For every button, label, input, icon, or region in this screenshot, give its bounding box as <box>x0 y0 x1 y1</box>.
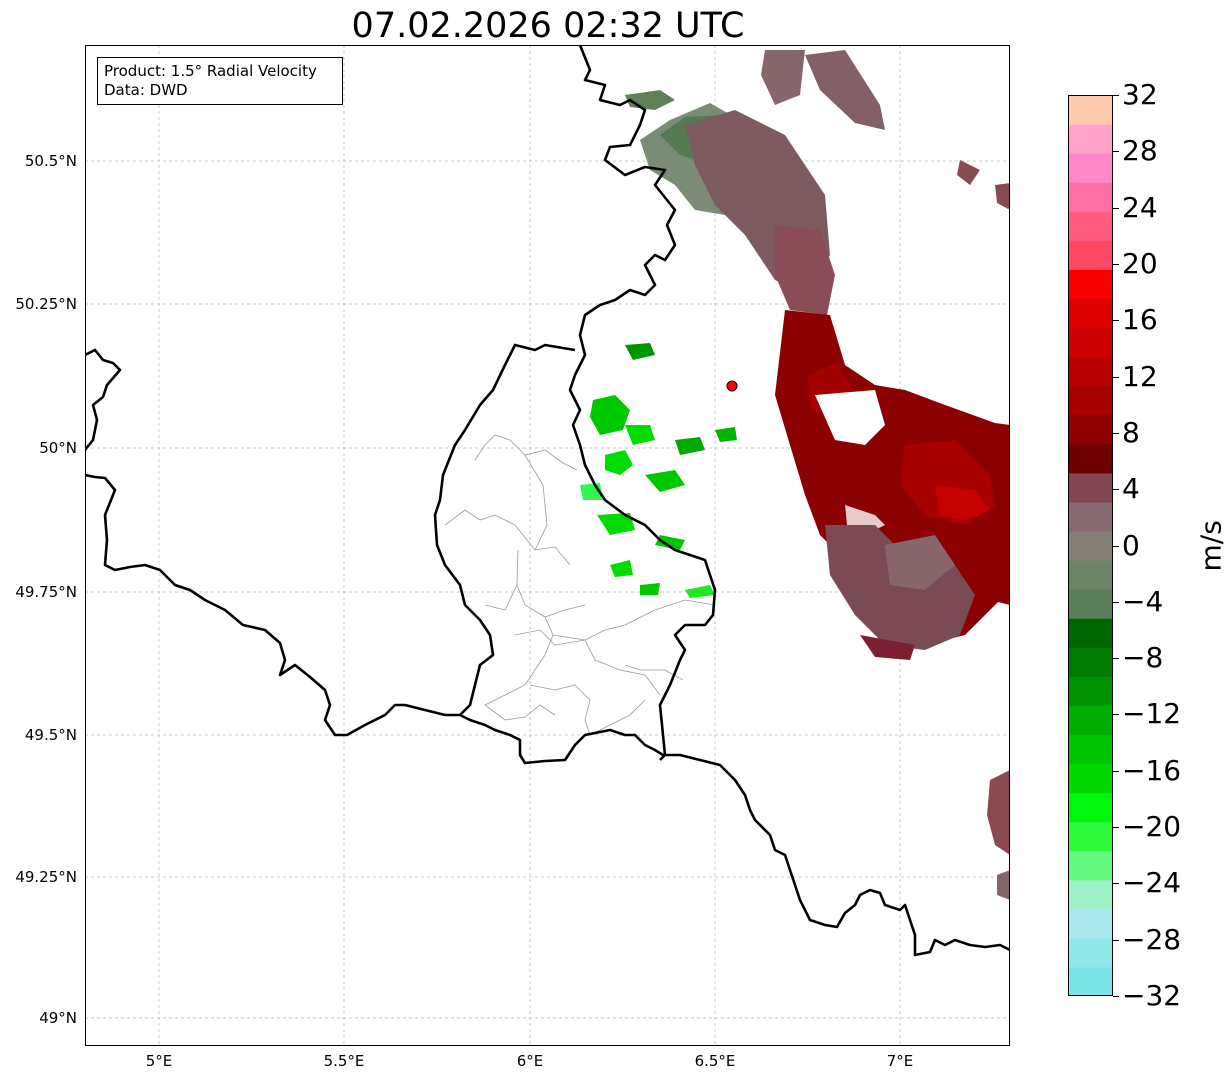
lat-tick-label: 49.75°N <box>15 583 77 601</box>
colorbar-band <box>1068 269 1113 300</box>
colorbar-tick-mark <box>1113 658 1119 660</box>
colorbar-tick-mark <box>1113 95 1119 96</box>
lat-tick-label: 49.5°N <box>24 726 77 744</box>
colorbar-band <box>1068 182 1113 212</box>
colorbar-band <box>1068 908 1113 939</box>
colorbar-band <box>1068 763 1113 794</box>
lon-tick-label: 6°E <box>516 1052 544 1070</box>
radar-echoes-southeast <box>987 770 1010 900</box>
lon-tick-label: 5°E <box>145 1052 173 1070</box>
colorbar-tick-mark <box>1113 939 1119 941</box>
colorbar-band <box>1068 298 1113 329</box>
colorbar-tick-mark <box>1113 376 1119 378</box>
data-source-label: Data: DWD <box>104 81 188 99</box>
colorbar-tick-mark <box>1113 151 1119 153</box>
colorbar-tick-mark <box>1113 996 1119 997</box>
colorbar-tick-label: −8 <box>1122 641 1164 675</box>
region-boundaries <box>444 434 716 736</box>
lon-tick-label: 7°E <box>886 1052 914 1070</box>
radar-site-marker <box>726 380 738 392</box>
colorbar-tick-label: −16 <box>1122 753 1182 787</box>
colorbar-tick-label: −20 <box>1122 810 1182 844</box>
colorbar-band <box>1068 647 1113 677</box>
colorbar-tick-label: −28 <box>1122 922 1182 956</box>
colorbar-tick-mark <box>1113 432 1119 434</box>
colorbar-band <box>1068 676 1113 706</box>
colorbar-tick-mark <box>1113 320 1119 322</box>
colorbar-band <box>1068 560 1113 590</box>
colorbar-tick-mark <box>1113 263 1119 265</box>
colorbar-band <box>1068 95 1113 125</box>
colorbar-tick-label: 28 <box>1122 134 1158 168</box>
colorbar-tick-label: 20 <box>1122 246 1158 280</box>
colorbar-band <box>1068 850 1113 881</box>
colorbar-tick-mark <box>1113 489 1119 491</box>
colorbar-band <box>1068 153 1113 183</box>
lat-tick-label: 50.25°N <box>15 295 77 313</box>
colorbar-tick-label: −24 <box>1122 866 1182 900</box>
colorbar-tick-mark <box>1113 545 1119 547</box>
colorbar-tick-label: 24 <box>1122 190 1158 224</box>
radar-echoes-east <box>775 310 1010 660</box>
colorbar-band <box>1068 240 1113 270</box>
colorbar-tick-label: 16 <box>1122 303 1158 337</box>
colorbar-band <box>1068 937 1113 968</box>
colorbar-band <box>1068 589 1113 619</box>
colorbar-tick-label: 12 <box>1122 359 1158 393</box>
colorbar-tick-label: −12 <box>1122 697 1182 731</box>
colorbar-band <box>1068 879 1113 910</box>
lat-tick-label: 49°N <box>39 1009 77 1027</box>
colorbar-unit: m/s <box>1194 520 1225 572</box>
gridlines <box>85 45 1010 1046</box>
velocity-colorbar <box>1068 95 1113 996</box>
colorbar-tick-mark <box>1113 827 1119 829</box>
colorbar-band <box>1068 472 1113 503</box>
colorbar-tick-mark <box>1113 207 1119 209</box>
colorbar-band <box>1068 734 1113 765</box>
colorbar-band <box>1068 327 1113 358</box>
colorbar-tick-mark <box>1113 770 1119 772</box>
radar-map <box>85 45 1010 1046</box>
colorbar-band <box>1068 618 1113 648</box>
map-title: 07.02.2026 02:32 UTC <box>351 6 745 46</box>
colorbar-band <box>1068 966 1113 996</box>
colorbar-band <box>1068 211 1113 241</box>
colorbar-band <box>1068 385 1113 416</box>
colorbar-tick-label: 4 <box>1122 472 1140 506</box>
lon-tick-label: 6.5°E <box>694 1052 736 1070</box>
colorbar-tick-mark <box>1113 601 1119 603</box>
colorbar-band <box>1068 821 1113 852</box>
product-label: Product: 1.5° Radial Velocity <box>104 62 317 80</box>
colorbar-tick-label: −4 <box>1122 584 1164 618</box>
colorbar-band <box>1068 414 1113 445</box>
product-info-box: Product: 1.5° Radial Velocity Data: DWD <box>97 57 343 105</box>
colorbar-tick-mark <box>1113 883 1119 885</box>
colorbar-band <box>1068 124 1113 154</box>
radar-echoes-west <box>580 343 737 598</box>
colorbar-band <box>1068 443 1113 474</box>
country-borders <box>85 45 1010 957</box>
colorbar-tick-label: −32 <box>1122 979 1182 1012</box>
colorbar-band <box>1068 501 1113 532</box>
colorbar-band <box>1068 530 1113 561</box>
colorbar-tick-label: 0 <box>1122 528 1140 562</box>
colorbar-band <box>1068 792 1113 823</box>
lat-tick-label: 50°N <box>39 439 77 457</box>
lat-tick-label: 50.5°N <box>24 152 77 170</box>
radar-echoes-north <box>625 50 1010 315</box>
lon-tick-label: 5.5°E <box>323 1052 365 1070</box>
colorbar-tick-label: 8 <box>1122 415 1140 449</box>
colorbar-band <box>1068 705 1113 736</box>
colorbar-band <box>1068 356 1113 387</box>
colorbar-tick-label: 32 <box>1122 78 1158 111</box>
colorbar-tick-mark <box>1113 714 1119 716</box>
lat-tick-label: 49.25°N <box>15 868 77 886</box>
